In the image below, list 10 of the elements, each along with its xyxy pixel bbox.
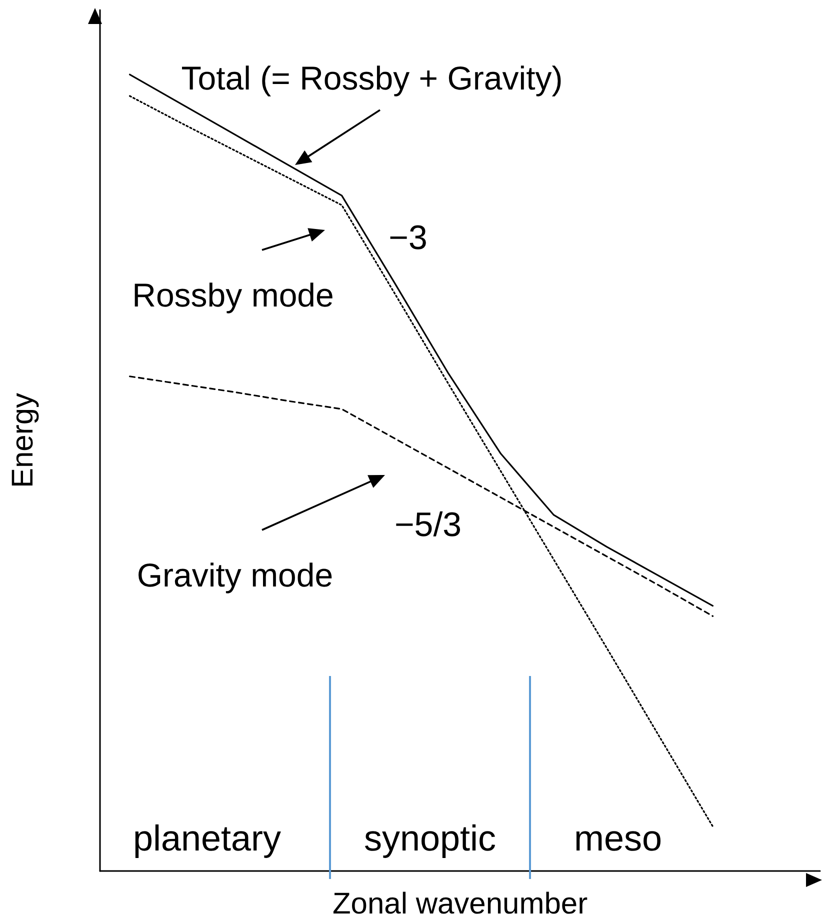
legend-label: Gravity mode <box>136 556 334 594</box>
annotation: −3 <box>388 219 428 257</box>
legend-label: Rossby mode <box>132 276 334 314</box>
x-axis-title: Zonal wavenumber <box>332 888 588 920</box>
annotation: −5/3 <box>394 506 462 544</box>
annotation: meso <box>574 818 662 858</box>
series-label: Total (= Rossby + Gravity) <box>181 60 563 96</box>
y-axis-title: Energy <box>6 392 40 488</box>
annotation: synoptic <box>364 818 496 858</box>
annotation: planetary <box>132 818 282 858</box>
